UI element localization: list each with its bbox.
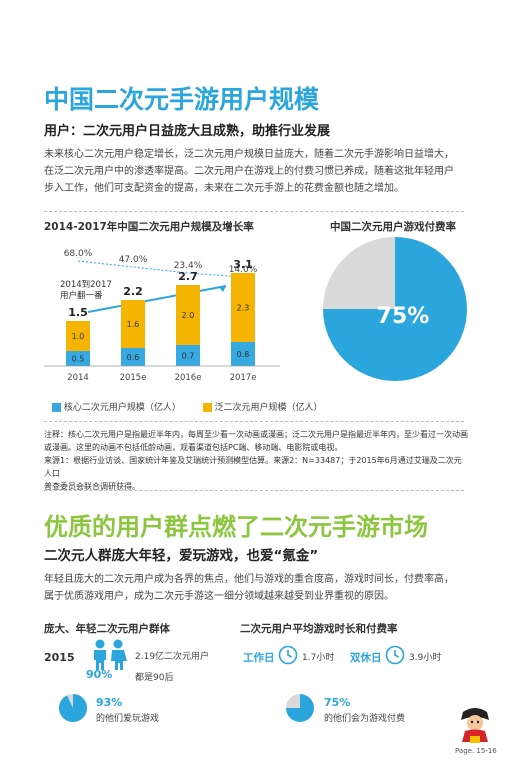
bar-chart-legend: 核心二次元用户规模（亿人） 泛二次元用户规模（亿人） — [52, 400, 323, 413]
games-text: 的他们爱玩游戏 — [96, 714, 160, 724]
left-panel-title: 庞大、年轻二次元用户群体 — [44, 623, 170, 635]
clock-icon — [385, 645, 405, 665]
bar-pan-label: 2.0 — [182, 311, 195, 320]
x-tick-label: 2016e — [175, 373, 202, 383]
bar-chart-title: 2014-2017年中国二次元用户规模及增长率 — [44, 221, 254, 233]
paragraph-line: 年轻且庞大的二次元用户成为各界的焦点，他们与游戏的重合度高，游戏时间长，付费率高… — [44, 574, 454, 585]
right-panel-title: 二次元用户平均游戏时长和付费率 — [240, 623, 398, 635]
bar-total-label: 2.7 — [178, 270, 198, 283]
bar-pan-label: 2.3 — [237, 304, 250, 313]
young-text: 都是90后 — [135, 673, 174, 683]
annotation-text: 用户翻一番 — [60, 290, 103, 301]
pie-chart-title: 中国二次元用户游戏付费率 — [330, 221, 456, 233]
divider — [44, 211, 464, 212]
pct-games: 93% — [96, 696, 123, 709]
bar-core — [176, 345, 200, 366]
bar-pan — [231, 273, 255, 342]
trend-arrowhead — [219, 286, 226, 292]
workday-value: 1.7小时 — [302, 653, 335, 663]
pie-slice-paying — [323, 237, 467, 381]
users-count-text: 2.19亿二次元用户 — [135, 652, 210, 662]
bar-total-label: 2.2 — [123, 285, 143, 298]
divider — [44, 490, 464, 491]
people-icon — [94, 639, 127, 670]
legend-swatch-core — [52, 403, 61, 412]
page-number: Page. 15-16 — [455, 747, 497, 755]
pct-pay: 75% — [324, 696, 351, 709]
bar-total-label: 1.5 — [68, 306, 88, 319]
paragraph-line: 未来核心二次元用户稳定增长，泛二次元用户规模日益庞大，随着二次元手游影响日益增大… — [44, 149, 454, 160]
bar-pan-label: 1.0 — [72, 332, 85, 341]
games-pie-icon — [59, 694, 87, 722]
pay-text: 的他们会为游戏付费 — [324, 714, 406, 724]
trend-arrow — [87, 285, 227, 313]
bar-pan-label: 1.6 — [127, 320, 140, 329]
year-label: 2015 — [44, 651, 75, 664]
growth-rate-label: 47.0% — [119, 255, 148, 265]
growth-rate-label: 14.0% — [229, 265, 258, 275]
section-title-2: 优质的用户群点燃了二次元手游市场 — [44, 513, 428, 541]
bar-core — [66, 351, 90, 366]
bar-core-label: 0.8 — [237, 350, 250, 359]
weekend-value: 3.9小时 — [409, 653, 442, 663]
growth-rate-label: 23.4% — [174, 261, 203, 271]
bar-pan — [121, 300, 145, 348]
bar-core — [121, 348, 145, 366]
note-line: 普查委员会联合调研获得。 — [44, 482, 140, 491]
chart-notes: 注释：核心二次元用户是指最近半年内，每周至少看一次动画或漫画；泛二次元用户是指最… — [44, 428, 469, 493]
paragraph-line: 步入工作，他们可支配资金的提高，未来在二次元手游上的花费金额也随之增加。 — [44, 183, 404, 194]
workday-label: 工作日 — [243, 652, 275, 664]
clock-icon — [278, 645, 298, 665]
growth-rate-label: 68.0% — [64, 249, 93, 259]
note-line: 或漫画。这里的动画不包括低龄动画，观看渠道包括PC端、移动端、电影院或电视。 — [44, 443, 343, 452]
annotation-text: 2014到2017 — [60, 280, 112, 290]
divider — [44, 421, 464, 422]
weekend-label: 双休日 — [350, 652, 382, 664]
x-tick-label: 2015e — [120, 373, 147, 383]
bar-core-label: 0.6 — [127, 353, 140, 362]
x-tick-label: 2014 — [67, 373, 89, 383]
paragraph-line: 属于优质游戏用户，成为二次元手游这一细分领域越来越受到业界重视的原因。 — [44, 591, 394, 602]
bar-core-label: 0.7 — [182, 352, 195, 361]
intro-paragraph: 未来核心二次元用户稳定增长，泛二次元用户规模日益庞大，随着二次元手游影响日益增大… — [44, 146, 474, 197]
pay-pie-icon — [286, 694, 314, 722]
section-subtitle-2: 二次元人群庞大年轻，爱玩游戏，也爱“氪金” — [44, 548, 319, 564]
section-subtitle: 用户：二次元用户日益庞大且成熟，助推行业发展 — [44, 124, 331, 139]
section-title: 中国二次元手游用户规模 — [44, 85, 320, 114]
bar-pan — [176, 285, 200, 345]
bar-total-label: 3.1 — [233, 258, 253, 271]
bar-core — [231, 342, 255, 366]
legend-swatch-pan — [202, 403, 212, 412]
pie-chart: 75% — [323, 237, 467, 381]
growth-rate-line — [77, 260, 244, 278]
pie-slice-other — [323, 237, 395, 309]
legend-label-core: 核心二次元用户规模（亿人） — [63, 403, 181, 413]
pie-value-label: 75% — [377, 304, 430, 329]
paragraph-line: 在泛二次元用户中的渗透率提高。二次元用户在游戏上的付费习惯已养成，随着这批年轻用… — [44, 166, 454, 177]
section2-paragraph: 年轻且庞大的二次元用户成为各界的焦点，他们与游戏的重合度高，游戏时间长，付费率高… — [44, 571, 474, 605]
pct-young: 90% — [86, 668, 113, 681]
mascot-logo-icon — [461, 708, 489, 743]
bar-pan — [66, 321, 90, 351]
x-tick-label: 2017e — [230, 373, 257, 383]
legend-label-pan: 泛二次元用户规模（亿人） — [214, 403, 323, 413]
note-line: 来源1：根据行业访谈、国家统计年鉴及艾瑞统计预测模型估算。来源2：N=33487… — [44, 456, 462, 478]
bar-core-label: 0.5 — [72, 355, 85, 364]
note-line: 注释：核心二次元用户是指最近半年内，每周至少看一次动画或漫画；泛二次元用户是指最… — [44, 430, 468, 439]
